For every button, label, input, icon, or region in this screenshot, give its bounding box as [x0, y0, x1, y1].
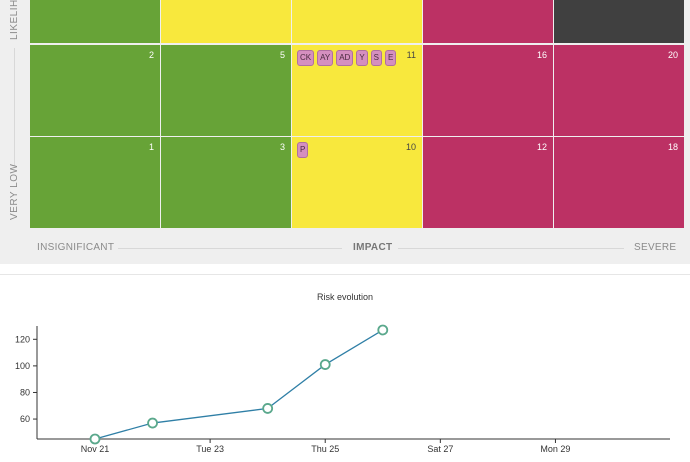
risk-cell[interactable] [423, 0, 553, 43]
risk-tag[interactable]: Y [356, 50, 368, 66]
risk-tag-list: P [297, 142, 309, 158]
risk-tag[interactable]: P [297, 142, 309, 158]
risk-matrix: LIKELIHO VERY LOW 2 5 11 CK AY AD Y S E 16 20 1 3 10 P… [0, 0, 690, 264]
x-tick-label: Thu 25 [311, 444, 339, 454]
cell-score: 5 [279, 50, 285, 60]
cell-score: 10 [405, 142, 416, 152]
risk-cell[interactable] [161, 0, 291, 43]
risk-tag[interactable]: CK [297, 50, 315, 66]
risk-cell[interactable]: 12 [423, 137, 553, 228]
risk-tag[interactable]: AY [317, 50, 334, 66]
risk-cell[interactable]: 5 [161, 45, 291, 136]
cell-score: 2 [148, 50, 154, 60]
data-point [147, 417, 158, 429]
data-point [377, 324, 389, 336]
data-point [262, 403, 274, 414]
risk-evolution-chart: 60 80 100 120 Nov 21 Tue 23 Thu 25 Sat 27 Mon 29 [15, 324, 670, 454]
data-point [319, 359, 331, 370]
x-tick-label: Sat 27 [427, 444, 453, 454]
risk-cell[interactable]: 2 [30, 45, 160, 136]
impact-axis-line-right [398, 248, 624, 249]
data-point [89, 433, 101, 445]
x-tick-label: Nov 21 [81, 444, 110, 454]
cell-score: 16 [536, 50, 547, 60]
risk-cell[interactable] [554, 0, 684, 43]
cell-score: 20 [667, 50, 678, 60]
impact-min-label: INSIGNIFICANT [37, 242, 115, 253]
cell-score: 11 [406, 50, 416, 60]
impact-axis-line-left [118, 248, 342, 249]
impact-max-label: SEVERE [634, 242, 677, 253]
chart-series [89, 324, 389, 445]
y-tick-label: 60 [20, 414, 30, 424]
x-tick-label: Mon 29 [540, 444, 570, 454]
chart-title: Risk evolution [316, 292, 374, 302]
risk-tag[interactable]: AD [336, 50, 354, 66]
y-tick-label: 100 [15, 361, 30, 371]
risk-cell[interactable]: 18 [554, 137, 684, 228]
y-tick-label: 80 [20, 387, 30, 397]
cell-score: 12 [536, 142, 547, 152]
risk-cell[interactable]: 1 [30, 137, 160, 228]
likelihood-label-very-low: VERY LOW [9, 163, 20, 220]
y-tick-label: 120 [15, 334, 30, 344]
series-line [94, 329, 384, 440]
risk-cell[interactable]: 20 [554, 45, 684, 136]
chart-axes: 60 80 100 120 Nov 21 Tue 23 Thu 25 Sat 27 Mon 29 [15, 326, 670, 454]
cell-score: 3 [279, 142, 285, 152]
risk-cell[interactable]: 11 CK AY AD Y S E [292, 45, 422, 136]
risk-cell[interactable] [292, 0, 422, 43]
risk-tag[interactable]: S [370, 50, 383, 66]
risk-tag-list: CK AY AD Y S E [297, 50, 397, 66]
x-tick-label: Tue 23 [196, 444, 224, 454]
risk-cell[interactable] [30, 0, 160, 43]
cell-score: 1 [148, 142, 154, 152]
risk-cell[interactable]: 3 [161, 137, 291, 228]
risk-cell[interactable]: 10 P [292, 137, 422, 228]
section-divider [0, 274, 690, 275]
cell-score: 18 [667, 142, 678, 152]
likelihood-label-top: LIKELIHO [9, 0, 20, 40]
impact-axis-label: IMPACT [353, 242, 393, 253]
likelihood-axis-line [14, 48, 15, 166]
risk-cell[interactable]: 16 [423, 45, 553, 136]
risk-tag[interactable]: E [385, 50, 397, 66]
